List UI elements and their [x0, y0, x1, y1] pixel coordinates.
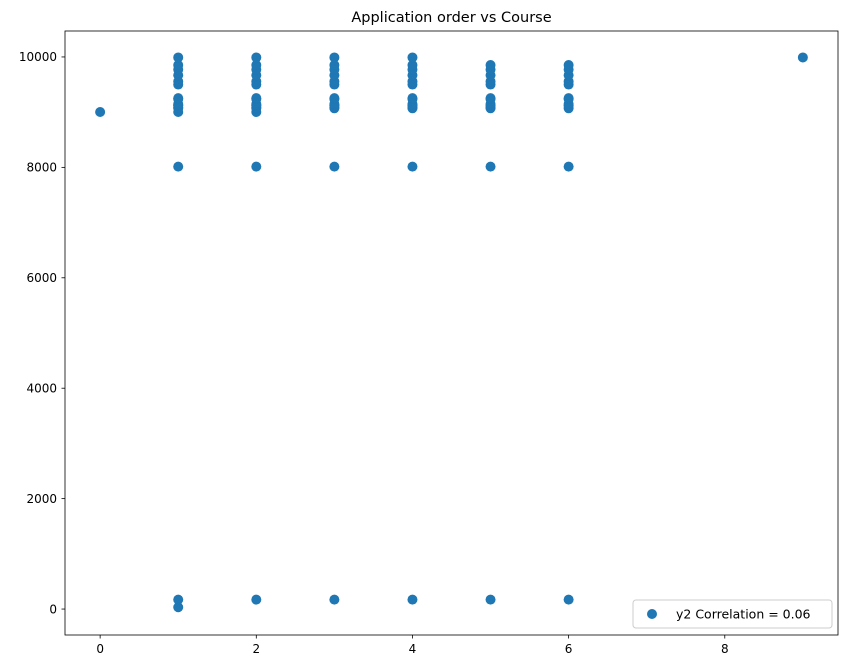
y-tick-label: 0 — [49, 602, 57, 616]
data-point — [173, 60, 184, 71]
data-point — [563, 93, 574, 104]
data-point — [173, 93, 184, 104]
data-point — [407, 93, 418, 104]
chart-title: Application order vs Course — [351, 10, 551, 26]
data-point — [251, 93, 262, 104]
data-point — [173, 52, 184, 63]
data-point — [251, 60, 262, 71]
data-point — [329, 161, 340, 172]
data-point — [485, 594, 496, 605]
data-point — [485, 161, 496, 172]
legend-box — [632, 599, 833, 629]
data-point — [329, 594, 340, 605]
legend-marker — [647, 609, 657, 619]
x-axis-ticks: 0 2 4 6 8 — [96, 635, 729, 656]
data-point — [329, 93, 340, 104]
y-tick-label: 10000 — [19, 50, 57, 64]
y-tick-label: 4000 — [26, 382, 57, 396]
data-point — [407, 594, 418, 605]
axes-frame — [64, 30, 839, 636]
data-point — [251, 594, 262, 605]
data-point — [173, 161, 184, 172]
x-tick-label: 4 — [409, 642, 417, 656]
y-tick-label: 6000 — [26, 271, 57, 285]
legend-entry: y2 Correlation = 0.06 — [676, 607, 811, 622]
data-point — [797, 52, 808, 63]
data-point — [95, 106, 106, 117]
data-point — [407, 161, 418, 172]
x-tick-label: 8 — [721, 642, 729, 656]
y-tick-label: 8000 — [26, 161, 57, 175]
data-point — [485, 93, 496, 104]
x-tick-label: 6 — [565, 642, 573, 656]
y-tick-label: 2000 — [26, 492, 57, 506]
data-point — [251, 161, 262, 172]
data-point — [407, 52, 418, 63]
x-tick-label: 2 — [252, 642, 260, 656]
data-point — [329, 52, 340, 63]
data-point — [485, 60, 496, 71]
x-tick-label: 0 — [96, 642, 104, 656]
data-point — [173, 602, 184, 613]
data-point — [407, 60, 418, 71]
data-point — [329, 60, 340, 71]
points-layer — [95, 52, 808, 613]
data-point — [173, 594, 184, 605]
data-point — [563, 594, 574, 605]
data-point — [563, 161, 574, 172]
y-axis-ticks: 0 2000 4000 6000 8000 10000 — [19, 50, 65, 616]
data-point — [563, 60, 574, 71]
legend: y2 Correlation = 0.06 — [632, 599, 833, 629]
data-point — [251, 52, 262, 63]
